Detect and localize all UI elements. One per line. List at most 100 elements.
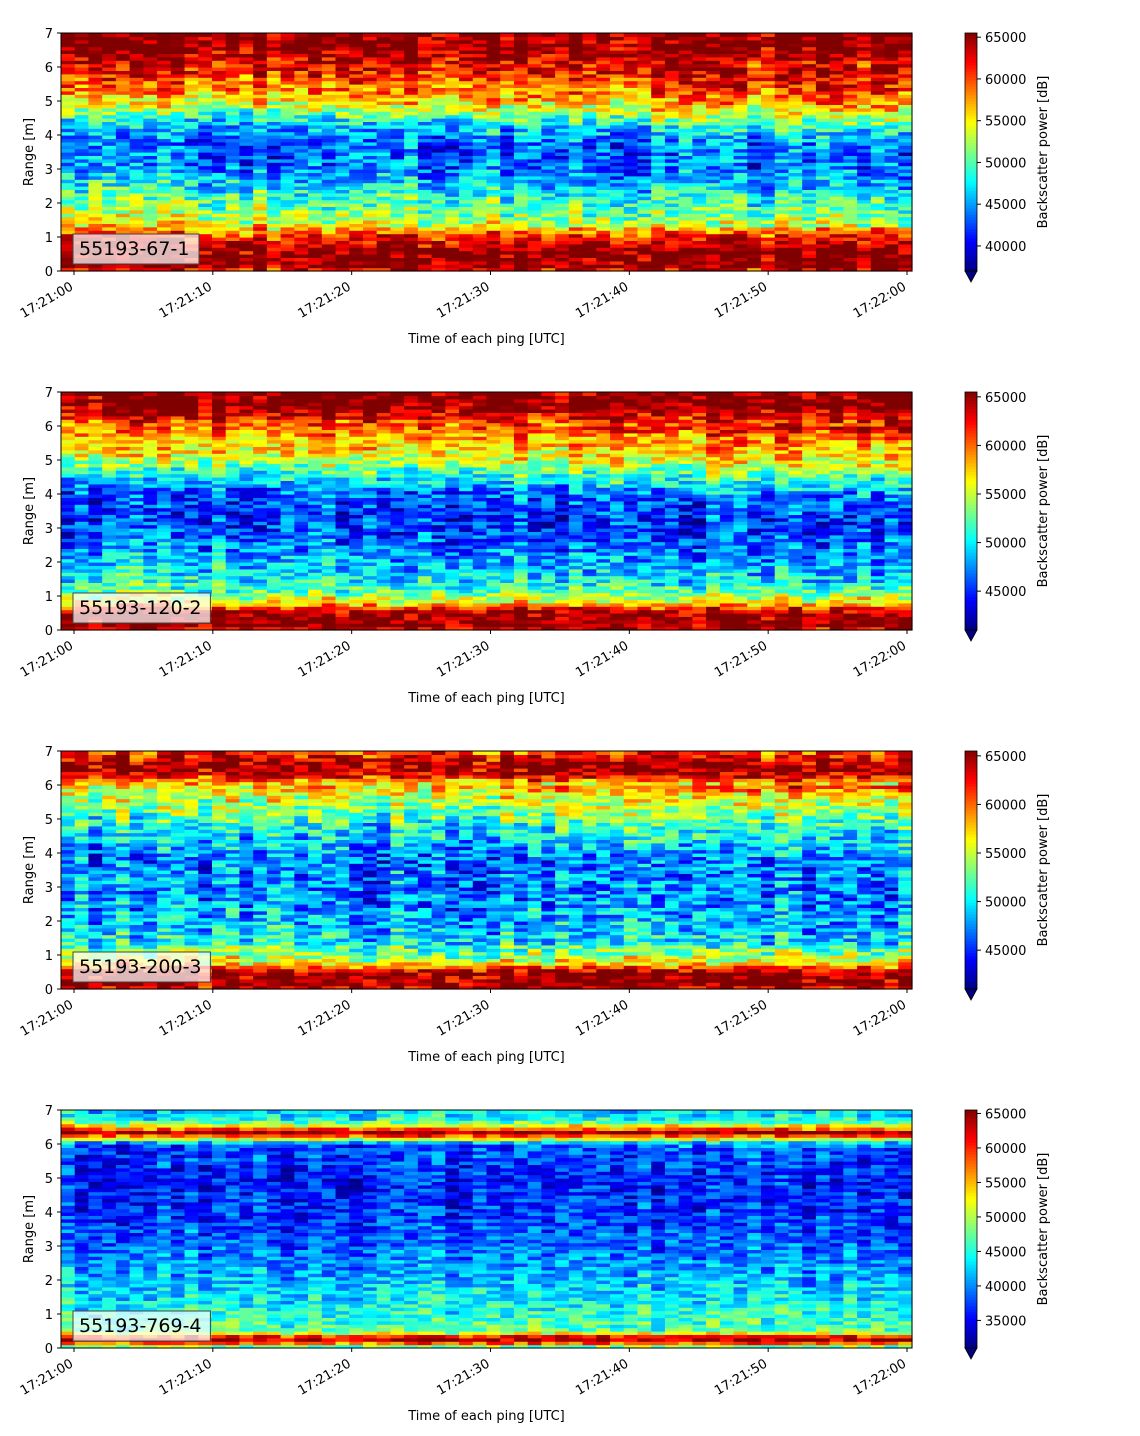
heatmap-cell <box>377 33 391 37</box>
heatmap-cell <box>843 251 857 255</box>
heatmap-cell <box>871 193 885 197</box>
heatmap-cell <box>102 264 116 268</box>
heatmap-cell <box>116 149 130 153</box>
heatmap-cell <box>130 183 144 187</box>
heatmap-cell <box>788 193 802 197</box>
heatmap-cell <box>281 244 295 248</box>
heatmap-cell <box>830 234 844 238</box>
heatmap-cell <box>61 470 75 474</box>
heatmap-cell <box>487 142 501 146</box>
heatmap-cell <box>61 217 75 221</box>
heatmap-cell <box>720 33 734 37</box>
heatmap-cell <box>775 159 789 163</box>
heatmap-cell <box>432 33 446 37</box>
heatmap-cell <box>143 504 157 508</box>
heatmap-cell <box>541 142 555 146</box>
heatmap-cell <box>473 200 487 204</box>
heatmap-cell <box>514 166 528 170</box>
heatmap-cell <box>253 210 267 214</box>
heatmap-cell <box>88 142 102 146</box>
heatmap-cell <box>294 244 308 248</box>
heatmap-cell <box>226 142 240 146</box>
heatmap-cell <box>569 166 583 170</box>
heatmap-cell <box>679 132 693 136</box>
heatmap-cell <box>761 183 775 187</box>
heatmap-cell <box>541 264 555 268</box>
heatmap-cell <box>830 183 844 187</box>
heatmap-cell <box>198 132 212 136</box>
heatmap-cell <box>569 159 583 163</box>
heatmap-cell <box>816 217 830 221</box>
heatmap-cell <box>267 142 281 146</box>
heatmap-cell <box>775 234 789 238</box>
heatmap-cell <box>157 176 171 180</box>
heatmap-cell <box>802 251 816 255</box>
heatmap-cell <box>734 210 748 214</box>
heatmap-cell <box>761 251 775 255</box>
heatmap-cell <box>734 234 748 238</box>
heatmap-cell <box>61 453 75 457</box>
heatmap-cell <box>816 193 830 197</box>
heatmap-cell <box>116 142 130 146</box>
heatmap-cell <box>185 142 199 146</box>
heatmap-cell <box>775 33 789 37</box>
heatmap-cell <box>459 149 473 153</box>
heatmap-cell <box>830 33 844 37</box>
heatmap-cell <box>734 142 748 146</box>
heatmap-cell <box>596 227 610 231</box>
heatmap-cell <box>843 244 857 248</box>
heatmap-cell <box>706 251 720 255</box>
heatmap-cell <box>802 166 816 170</box>
heatmap-cell <box>843 33 857 37</box>
heatmap-cell <box>514 244 528 248</box>
heatmap-cell <box>734 193 748 197</box>
heatmap-cell <box>665 193 679 197</box>
heatmap-cell <box>130 159 144 163</box>
heatmap-cell <box>322 33 336 37</box>
heatmap-cell <box>720 176 734 180</box>
heatmap-cell <box>555 166 569 170</box>
heatmap-cell <box>432 149 446 153</box>
heatmap-cell <box>857 234 871 238</box>
heatmap-cell <box>885 193 899 197</box>
heatmap-cell <box>734 200 748 204</box>
heatmap-cell <box>885 149 899 153</box>
heatmap-cell <box>528 142 542 146</box>
heatmap-cell <box>253 33 267 37</box>
heatmap-cell <box>198 200 212 204</box>
heatmap-cell <box>171 227 185 231</box>
heatmap-cell <box>349 166 363 170</box>
heatmap-cell <box>857 251 871 255</box>
heatmap-cell <box>555 244 569 248</box>
heatmap-cell <box>528 234 542 238</box>
heatmap-cell <box>706 33 720 37</box>
heatmap-cell <box>377 183 391 187</box>
heatmap-cell <box>500 251 514 255</box>
heatmap-cell <box>171 149 185 153</box>
heatmap-cell <box>404 244 418 248</box>
heatmap-cell <box>390 176 404 180</box>
heatmap-cell <box>390 142 404 146</box>
heatmap-cell <box>583 251 597 255</box>
heatmap-cell <box>569 176 583 180</box>
heatmap-cell <box>418 142 432 146</box>
heatmap-cell <box>363 159 377 163</box>
colorbar-tick-label: 55000 <box>985 115 1026 130</box>
heatmap-cell <box>679 244 693 248</box>
heatmap-cell <box>322 166 336 170</box>
heatmap-cell <box>679 264 693 268</box>
heatmap-cell <box>390 166 404 170</box>
heatmap-cell <box>198 234 212 238</box>
heatmap-cell <box>253 142 267 146</box>
x-tick-label: 17:21:10 <box>157 279 215 321</box>
heatmap-cell <box>775 210 789 214</box>
heatmap-cell <box>267 33 281 37</box>
heatmap-cell <box>432 227 446 231</box>
heatmap-cell <box>75 436 89 440</box>
heatmap-cell <box>514 210 528 214</box>
heatmap-cell <box>898 264 912 268</box>
heatmap-cell <box>116 470 130 474</box>
heatmap-cell <box>637 200 651 204</box>
heatmap-cell <box>212 234 226 238</box>
heatmap-cell <box>390 200 404 204</box>
